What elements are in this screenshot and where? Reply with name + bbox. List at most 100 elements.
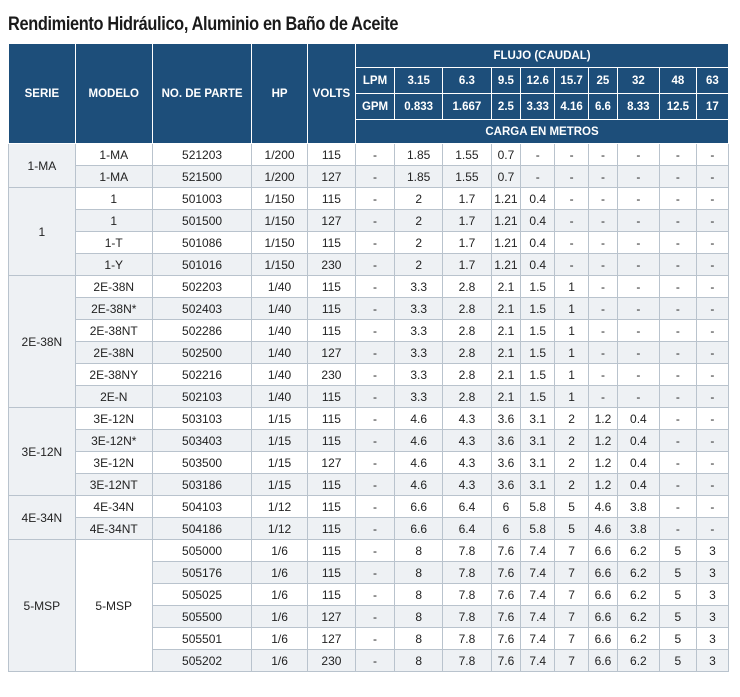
volts-cell: 115 (306, 583, 357, 606)
carga-cell: - (695, 187, 730, 210)
carga-cell: 4.3 (442, 451, 492, 474)
carga-cell: 6.2 (616, 627, 660, 650)
carga-cell: 6.4 (442, 495, 492, 518)
carga-cell: 3.1 (520, 451, 556, 474)
part-number-cell: 503103 (151, 407, 253, 430)
carga-cell: - (695, 341, 730, 364)
carga-cell: - (658, 319, 697, 342)
carga-cell: - (355, 297, 396, 320)
carga-cell: 2 (394, 209, 444, 232)
carga-cell: 0.4 (616, 407, 660, 430)
modelo-cell: 2E-N (74, 385, 153, 408)
carga-cell: 0.4 (616, 451, 660, 474)
table-row: 2E-N 502103 1/40 115-3.3 2.8 2.1 1.5 1- - - - (9, 385, 730, 408)
part-number-cell: 505025 (151, 583, 253, 606)
carga-cell: - (616, 275, 660, 298)
carga-cell: 6.2 (616, 539, 660, 562)
carga-cell: - (355, 495, 396, 518)
serie-cell: 1-MA (8, 143, 76, 188)
gpm-row: GPM 0.833 1.667 2.5 3.33 4.16 6.6 8.33 1… (9, 93, 730, 120)
volts-cell: 115 (306, 297, 357, 320)
carga-cell: - (616, 385, 660, 408)
carga-cell: 7 (554, 649, 590, 672)
carga-cell: 6.6 (588, 561, 618, 584)
carga-cell: 6.2 (616, 605, 660, 628)
carga-cell: - (355, 407, 396, 430)
modelo-cell: 2E-38NY (74, 363, 153, 386)
carga-cell: 0.4 (520, 231, 556, 254)
carga-cell: 4.3 (442, 407, 492, 430)
table-body: 1-MA 1-MA 521203 1/200 115-1.85 1.55 0.7- - - - - -… (8, 143, 730, 672)
carga-cell: 7 (554, 583, 590, 606)
part-number-cell: 521203 (151, 143, 253, 166)
carga-cell: - (658, 209, 697, 232)
gpm-value: 12.5 (658, 93, 697, 120)
carga-cell: 6.6 (588, 649, 618, 672)
carga-cell: - (658, 275, 697, 298)
carga-cell: 6 (490, 495, 522, 518)
carga-cell: - (520, 143, 556, 166)
carga-cell: 7.4 (520, 561, 556, 584)
volts-cell: 115 (306, 275, 357, 298)
header-no-parte: NO. DE PARTE (151, 43, 253, 144)
carga-cell: 6.6 (394, 517, 444, 540)
carga-cell: 1 (554, 319, 590, 342)
carga-cell: 5 (658, 583, 697, 606)
carga-cell: - (616, 143, 660, 166)
carga-cell: 6.2 (616, 649, 660, 672)
volts-cell: 115 (306, 319, 357, 342)
volts-cell: 115 (306, 143, 357, 166)
volts-cell: 115 (306, 495, 357, 518)
carga-cell: - (695, 209, 730, 232)
carga-cell: 1.55 (442, 143, 492, 166)
part-number-cell: 501003 (151, 187, 253, 210)
carga-cell: - (554, 253, 590, 276)
hp-cell: 1/40 (251, 363, 308, 386)
carga-cell: - (695, 495, 730, 518)
carga-cell: 7.8 (442, 561, 492, 584)
hp-cell: 1/6 (251, 627, 308, 650)
carga-cell: 4.6 (588, 517, 618, 540)
carga-cell: - (554, 187, 590, 210)
carga-cell: 7.6 (490, 649, 522, 672)
part-number-cell: 504186 (151, 517, 253, 540)
carga-cell: 5.8 (520, 517, 556, 540)
carga-cell: - (554, 209, 590, 232)
carga-cell: 3.8 (616, 517, 660, 540)
carga-cell: 0.4 (520, 253, 556, 276)
carga-cell: 1.7 (442, 231, 492, 254)
carga-cell: 3.6 (490, 473, 522, 496)
carga-cell: 6.2 (616, 561, 660, 584)
part-number-cell: 505176 (151, 561, 253, 584)
carga-cell: - (588, 143, 618, 166)
table-row: 1-T 501086 1/150 115-2 1.7 1.21 0.4- - - - - (9, 231, 730, 254)
part-number-cell: 502403 (151, 297, 253, 320)
carga-cell: 7.6 (490, 605, 522, 628)
carga-cell: 1.5 (520, 363, 556, 386)
carga-cell: - (658, 297, 697, 320)
gpm-value: 6.6 (588, 93, 618, 120)
carga-cell: 7.8 (442, 583, 492, 606)
carga-cell: 8 (394, 605, 444, 628)
volts-cell: 115 (306, 473, 357, 496)
carga-cell: - (355, 341, 396, 364)
carga-cell: - (355, 649, 396, 672)
header-flujo: FLUJO (CAUDAL) (355, 43, 729, 68)
carga-cell: 3.6 (490, 429, 522, 452)
carga-cell: 4.6 (394, 429, 444, 452)
carga-cell: - (658, 363, 697, 386)
lpm-value: 32 (616, 67, 660, 94)
carga-cell: - (355, 539, 396, 562)
carga-cell: 3.8 (616, 495, 660, 518)
part-number-cell: 505202 (151, 649, 253, 672)
table-row: 2E-38N 2E-38N 502203 1/40 115-3.3 2.8 2.1 1.5 1-… (8, 275, 730, 408)
table-row: 2E-38NT 502286 1/40 115-3.3 2.8 2.1 1.5 1- - - - (9, 319, 730, 342)
carga-cell: 3.1 (520, 473, 556, 496)
modelo-cell: 3E-12N (74, 407, 153, 430)
modelo-cell: 1-MA (74, 165, 153, 188)
volts-cell: 230 (306, 363, 357, 386)
carga-cell: - (355, 275, 396, 298)
carga-cell: 3.3 (394, 363, 444, 386)
carga-cell: 7.6 (490, 539, 522, 562)
carga-cell: 5 (658, 561, 697, 584)
